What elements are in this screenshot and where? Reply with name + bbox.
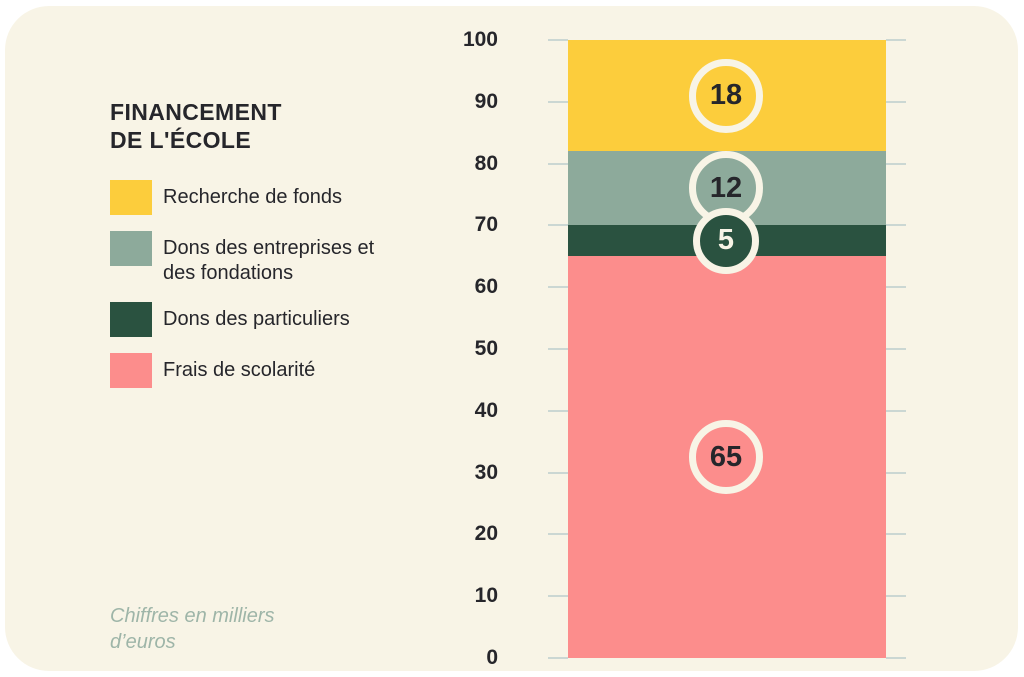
left-panel: FINANCEMENT DE L'ÉCOLE Recherche de fond… xyxy=(110,98,450,404)
legend-swatch xyxy=(110,180,152,215)
legend-item-3: Frais de scolarité xyxy=(110,353,450,388)
y-axis-label-100: 100 xyxy=(462,28,498,51)
y-axis-label-30: 30 xyxy=(474,460,498,484)
y-axis-label-10: 10 xyxy=(474,584,498,608)
legend-swatch xyxy=(110,302,152,337)
footnote-line-2: d’euros xyxy=(110,631,176,653)
chart-title: FINANCEMENT DE L'ÉCOLE xyxy=(110,98,450,154)
axis-tick xyxy=(548,657,568,659)
axis-tick xyxy=(886,348,906,350)
legend-item-2: Dons des particuliers xyxy=(110,302,450,337)
axis-tick xyxy=(548,224,568,227)
y-axis-label-0: 0 xyxy=(486,646,498,669)
value-badge-number: 18 xyxy=(709,79,743,112)
axis-tick xyxy=(548,100,568,103)
axis-tick xyxy=(548,39,568,41)
axis-tick xyxy=(886,595,906,598)
axis-tick xyxy=(548,533,568,536)
axis-tick xyxy=(886,39,906,41)
axis-tick xyxy=(886,471,906,474)
legend-label: Frais de scolarité xyxy=(163,359,316,381)
footnote-line-1: Chiffres en milliers xyxy=(110,605,275,627)
legend: Recherche de fonds Dons des entreprises e… xyxy=(110,180,450,388)
axis-tick xyxy=(548,595,568,598)
y-axis-label-70: 70 xyxy=(474,213,498,237)
y-axis-label-20: 20 xyxy=(474,522,498,546)
unit-footnote: Chiffres en milliers d’euros xyxy=(110,603,274,655)
axis-tick xyxy=(886,286,906,289)
axis-tick xyxy=(548,471,568,474)
y-axis-label-50: 50 xyxy=(474,337,498,360)
value-badge-number: 5 xyxy=(717,224,735,257)
axis-tick xyxy=(886,409,906,412)
legend-item-1: Dons des entreprises et des fondations xyxy=(110,231,450,286)
axis-tick xyxy=(548,162,568,165)
axis-tick xyxy=(548,409,568,412)
legend-swatch xyxy=(110,231,152,266)
axis-tick xyxy=(548,348,568,350)
value-badge-number: 65 xyxy=(709,440,743,473)
y-axis-label-60: 60 xyxy=(474,275,498,299)
value-badge-number: 12 xyxy=(709,171,743,204)
title-line-1: FINANCEMENT xyxy=(110,99,282,125)
y-axis-label-80: 80 xyxy=(474,151,498,175)
value-badge-3: 65 xyxy=(689,420,763,495)
legend-label: Dons des entreprises et des fondations xyxy=(163,237,375,284)
value-badge-0: 18 xyxy=(689,58,763,133)
axis-tick xyxy=(548,286,568,289)
y-axis-label-40: 40 xyxy=(474,398,498,422)
legend-item-0: Recherche de fonds xyxy=(110,180,450,215)
value-badge-2: 5 xyxy=(693,207,759,274)
y-axis-label-90: 90 xyxy=(474,89,498,113)
title-line-2: DE L'ÉCOLE xyxy=(110,127,252,153)
axis-tick xyxy=(886,162,906,165)
legend-label: Dons des particuliers xyxy=(163,308,350,330)
axis-tick xyxy=(886,533,906,536)
axis-tick xyxy=(886,100,906,103)
legend-swatch xyxy=(110,353,152,388)
legend-label: Recherche de fonds xyxy=(163,186,343,208)
axis-tick xyxy=(886,224,906,227)
axis-tick xyxy=(886,657,906,659)
